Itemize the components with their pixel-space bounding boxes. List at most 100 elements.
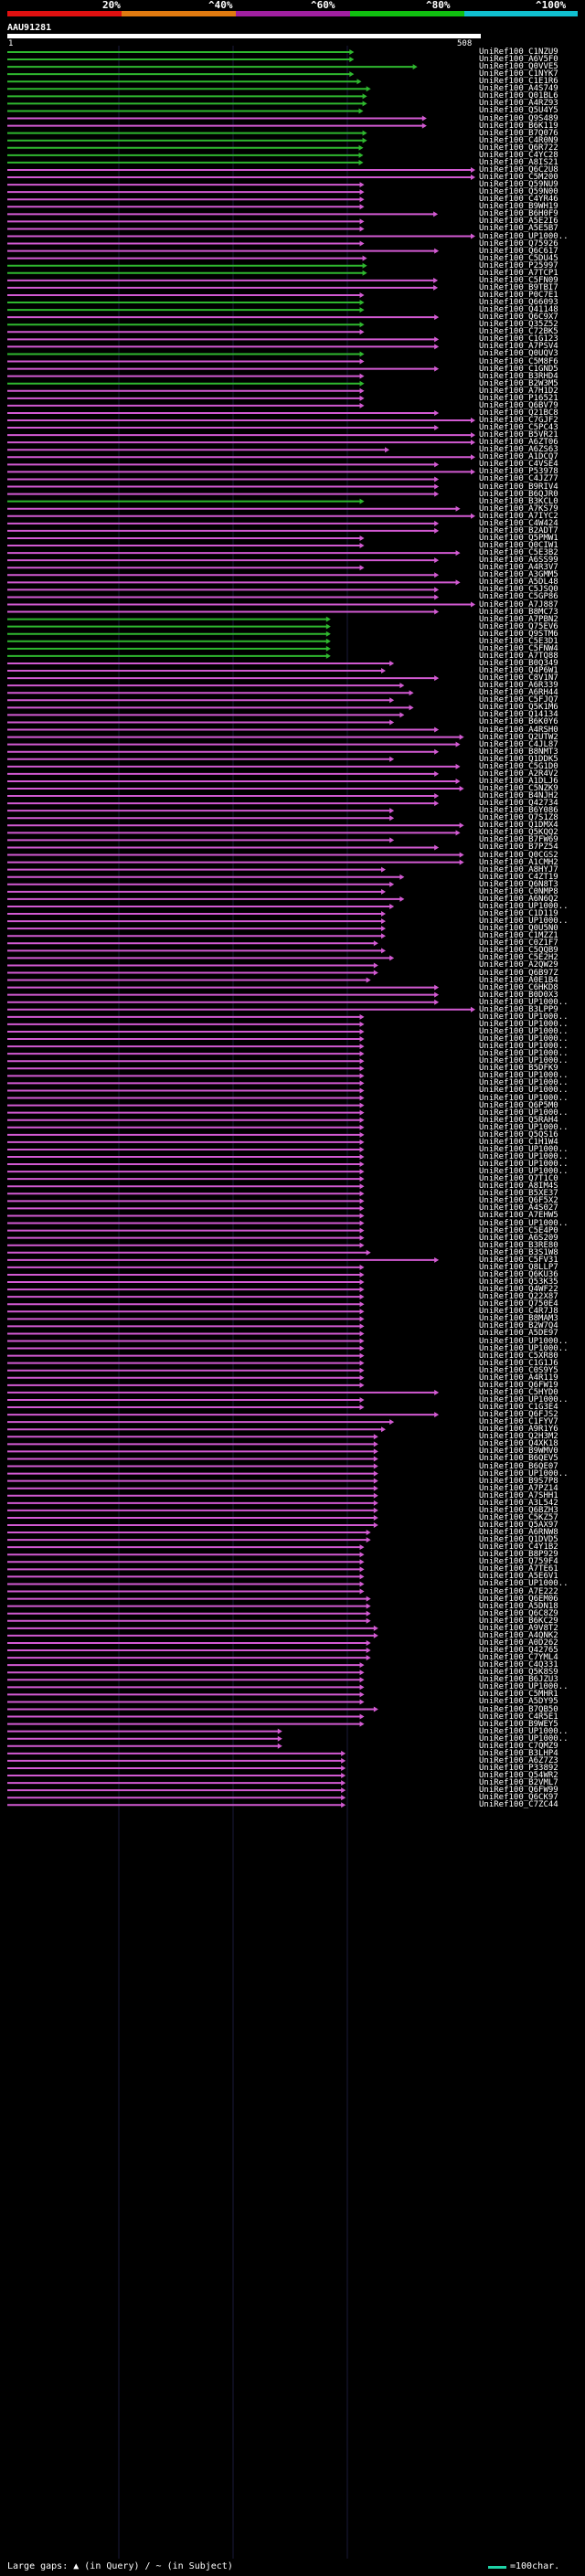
hit-label[interactable]: UniRef100_UP1000.. — [479, 1049, 569, 1059]
hit-label[interactable]: UniRef100_Q75926 — [479, 239, 558, 249]
hit-label[interactable]: UniRef100_UP1000.. — [479, 1012, 569, 1022]
hit-label[interactable]: UniRef100_Q6CK97 — [479, 1793, 558, 1803]
hit-label[interactable]: UniRef100_B3LPP9 — [479, 1004, 558, 1014]
hit-label[interactable]: UniRef100_C5DU45 — [479, 253, 558, 263]
hit-label[interactable]: UniRef100_C4R0N9 — [479, 135, 558, 145]
hit-label[interactable]: UniRef100_A7TCP1 — [479, 268, 558, 278]
hit-label[interactable]: UniRef100_Q6FW19 — [479, 1380, 558, 1390]
hit-label[interactable]: UniRef100_UP1000.. — [479, 1071, 569, 1081]
hit-label[interactable]: UniRef100_A6RNW8 — [479, 1528, 558, 1538]
hit-label[interactable]: UniRef100_C4Y1B2 — [479, 1542, 558, 1553]
hit-label[interactable]: UniRef100_C72BK5 — [479, 327, 558, 337]
hit-label[interactable]: UniRef100_Q5K1M6 — [479, 703, 558, 713]
hit-label[interactable]: UniRef100_B9S7P8 — [479, 1476, 558, 1486]
hit-label[interactable]: UniRef100_Q6BZH3 — [479, 1505, 558, 1515]
hit-label[interactable]: UniRef100_Q750E4 — [479, 1299, 558, 1309]
hit-label[interactable]: UniRef100_C5E4P0 — [479, 1225, 558, 1235]
hit-label[interactable]: UniRef100_A3GMM5 — [479, 570, 558, 580]
hit-label[interactable]: UniRef100_Q2UTW2 — [479, 732, 558, 742]
hit-label[interactable]: UniRef100_A7TE61 — [479, 1564, 558, 1574]
hit-label[interactable]: UniRef100_A6Z7Z3 — [479, 1755, 558, 1765]
hit-label[interactable]: UniRef100_Q66093 — [479, 298, 558, 308]
hit-label[interactable]: UniRef100_C4ZT19 — [479, 872, 558, 882]
hit-label[interactable]: UniRef100_UP1000.. — [479, 1468, 569, 1479]
hit-label[interactable]: UniRef100_A7PSV4 — [479, 342, 558, 352]
hit-label[interactable]: UniRef100_UP1000.. — [479, 901, 569, 911]
hit-label[interactable]: UniRef100_Q75EV6 — [479, 621, 558, 631]
hit-label[interactable]: UniRef100_C5NZK9 — [479, 784, 558, 793]
hit-label[interactable]: UniRef100_C0NMP8 — [479, 886, 558, 896]
hit-label[interactable]: UniRef100_C1G3E4 — [479, 1403, 558, 1413]
hit-label[interactable]: UniRef100_P0C7E1 — [479, 290, 558, 300]
hit-label[interactable]: UniRef100_Q5KQQ2 — [479, 828, 558, 838]
hit-label[interactable]: UniRef100_B5XE37 — [479, 1189, 558, 1199]
hit-label[interactable]: UniRef100_B8MC73 — [479, 607, 558, 617]
hit-label[interactable]: UniRef100_UP1000.. — [479, 231, 569, 241]
hit-label[interactable]: UniRef100_A5DY95 — [479, 1697, 558, 1707]
hit-label[interactable]: UniRef100_A2QW29 — [479, 960, 558, 970]
hit-label[interactable]: UniRef100_B4NJH2 — [479, 791, 558, 801]
hit-label[interactable]: UniRef100_B7QB50 — [479, 1704, 558, 1714]
hit-label[interactable]: UniRef100_A1DCQ7 — [479, 452, 558, 462]
hit-label[interactable]: UniRef100_Q0CIW1 — [479, 541, 558, 551]
hit-label[interactable]: UniRef100_A6S209 — [479, 1233, 558, 1243]
hit-label[interactable]: UniRef100_A3L542 — [479, 1498, 558, 1508]
hit-label[interactable]: UniRef100_C1NYK7 — [479, 69, 558, 80]
hit-label[interactable]: UniRef100_A6RH44 — [479, 688, 558, 698]
hit-label[interactable]: UniRef100_UP1000.. — [479, 1108, 569, 1118]
hit-label[interactable]: UniRef100_Q5AX97 — [479, 1521, 558, 1530]
hit-label[interactable]: UniRef100_C5JSQ0 — [479, 585, 558, 595]
hit-label[interactable]: UniRef100_Q54WR2 — [479, 1771, 558, 1781]
hit-label[interactable]: UniRef100_Q6C2U8 — [479, 164, 558, 175]
hit-label[interactable]: UniRef100_UP1000.. — [479, 1160, 569, 1170]
hit-label[interactable]: UniRef100_A4RSH0 — [479, 725, 558, 735]
hit-label[interactable]: UniRef100_B8MAM3 — [479, 1314, 558, 1324]
hit-label[interactable]: UniRef100_A5DN18 — [479, 1601, 558, 1611]
hit-label[interactable]: UniRef100_Q6KU36 — [479, 1269, 558, 1279]
hit-label[interactable]: UniRef100_Q6C617 — [479, 246, 558, 256]
hit-label[interactable]: UniRef100_A4R119 — [479, 1373, 558, 1383]
hit-label[interactable]: UniRef100_Q1DMX4 — [479, 821, 558, 831]
hit-label[interactable]: UniRef100_P25997 — [479, 260, 558, 270]
hit-label[interactable]: UniRef100_C4JL87 — [479, 739, 558, 749]
hit-label[interactable]: UniRef100_B9WMV0 — [479, 1447, 558, 1457]
hit-label[interactable]: UniRef100_B6QJR0 — [479, 489, 558, 499]
hit-label[interactable]: UniRef100_C5MHR1 — [479, 1690, 558, 1700]
hit-label[interactable]: UniRef100_B8NMT3 — [479, 747, 558, 757]
hit-label[interactable]: UniRef100_A8IS21 — [479, 157, 558, 167]
hit-label[interactable]: UniRef100_B6K119 — [479, 121, 558, 131]
hit-label[interactable]: UniRef100_C5PC43 — [479, 423, 558, 433]
hit-label[interactable]: UniRef100_C5E3B2 — [479, 548, 558, 558]
hit-label[interactable]: UniRef100_UP1000.. — [479, 1056, 569, 1066]
hit-label[interactable]: UniRef100_UP1000.. — [479, 1152, 569, 1161]
hit-label[interactable]: UniRef100_B3S1W8 — [479, 1247, 558, 1257]
hit-label[interactable]: UniRef100_B5DFK9 — [479, 1064, 558, 1074]
hit-label[interactable]: UniRef100_A7E222 — [479, 1586, 558, 1596]
hit-label[interactable]: UniRef100_UP1000.. — [479, 1726, 569, 1736]
hit-label[interactable]: UniRef100_A6N6Q2 — [479, 894, 558, 904]
hit-label[interactable]: UniRef100_Q6BV79 — [479, 400, 558, 410]
hit-label[interactable]: UniRef100_C4VSE4 — [479, 460, 558, 470]
hit-label[interactable]: UniRef100_Q759F4 — [479, 1557, 558, 1567]
hit-label[interactable]: UniRef100_B6K0Y6 — [479, 717, 558, 727]
hit-label[interactable]: UniRef100_A4R3V7 — [479, 563, 558, 573]
hit-label[interactable]: UniRef100_P53978 — [479, 467, 558, 477]
hit-label[interactable]: UniRef100_Q1DDK5 — [479, 754, 558, 764]
hit-label[interactable]: UniRef100_Q14134 — [479, 710, 558, 720]
hit-label[interactable]: UniRef100_B3RE80 — [479, 1240, 558, 1250]
hit-label[interactable]: UniRef100_B2W7Q4 — [479, 1321, 558, 1331]
hit-label[interactable]: UniRef100_Q5K8S9 — [479, 1668, 558, 1678]
hit-label[interactable]: UniRef100_Q2H3M2 — [479, 1432, 558, 1442]
hit-label[interactable]: UniRef100_C5XR80 — [479, 1351, 558, 1361]
hit-label[interactable]: UniRef100_A7J887 — [479, 599, 558, 610]
hit-label[interactable]: UniRef100_C4Q331 — [479, 1660, 558, 1670]
hit-label[interactable]: UniRef100_B6KC29 — [479, 1616, 558, 1626]
hit-label[interactable]: UniRef100_C4JZ77 — [479, 474, 558, 484]
hit-label[interactable]: UniRef100_B2VML7 — [479, 1778, 558, 1788]
hit-label[interactable]: UniRef100_C1FYV7 — [479, 1417, 558, 1427]
hit-label[interactable]: UniRef100_UP1000.. — [479, 1093, 569, 1103]
hit-label[interactable]: UniRef100_UP1000.. — [479, 1042, 569, 1052]
hit-label[interactable]: UniRef100_Q6C8Z9 — [479, 1608, 558, 1618]
hit-label[interactable]: UniRef100_Q6N8T3 — [479, 879, 558, 889]
hit-label[interactable]: UniRef100_UP1000.. — [479, 1144, 569, 1154]
